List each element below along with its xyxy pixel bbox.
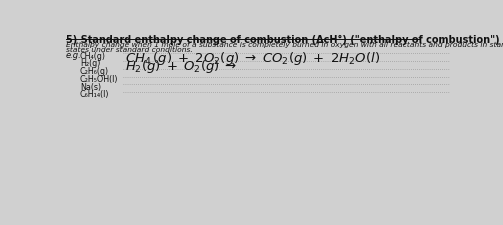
Text: C₂H₆(g): C₂H₆(g) (80, 67, 109, 76)
Text: C₂H₅OH(l): C₂H₅OH(l) (80, 74, 118, 83)
Text: Enthalpy change when 1 mole of a substance is completely burned in oxygen with a: Enthalpy change when 1 mole of a substan… (66, 42, 503, 48)
Text: CH₄(g): CH₄(g) (80, 52, 106, 61)
Text: $CH_4\,(g)\;+\;2O_2(g)\;\rightarrow\;CO_2(g)\;+\;2H_2O(l)$: $CH_4\,(g)\;+\;2O_2(g)\;\rightarrow\;CO_… (125, 50, 380, 67)
Text: states under standard conditions.: states under standard conditions. (66, 47, 193, 52)
Text: H₂(g): H₂(g) (80, 59, 100, 68)
Text: Na(s): Na(s) (80, 82, 101, 91)
Text: 5) Standard enthalpy change of combustion (ΔᴄH°) ("enthalpy of combustion"): 5) Standard enthalpy change of combustio… (66, 35, 499, 45)
Text: C₆H₁₄(l): C₆H₁₄(l) (80, 90, 110, 99)
Text: $H_2(g)\;+\;O_2(g)\;\rightarrow$: $H_2(g)\;+\;O_2(g)\;\rightarrow$ (125, 58, 237, 75)
Text: e.g.: e.g. (66, 51, 81, 60)
